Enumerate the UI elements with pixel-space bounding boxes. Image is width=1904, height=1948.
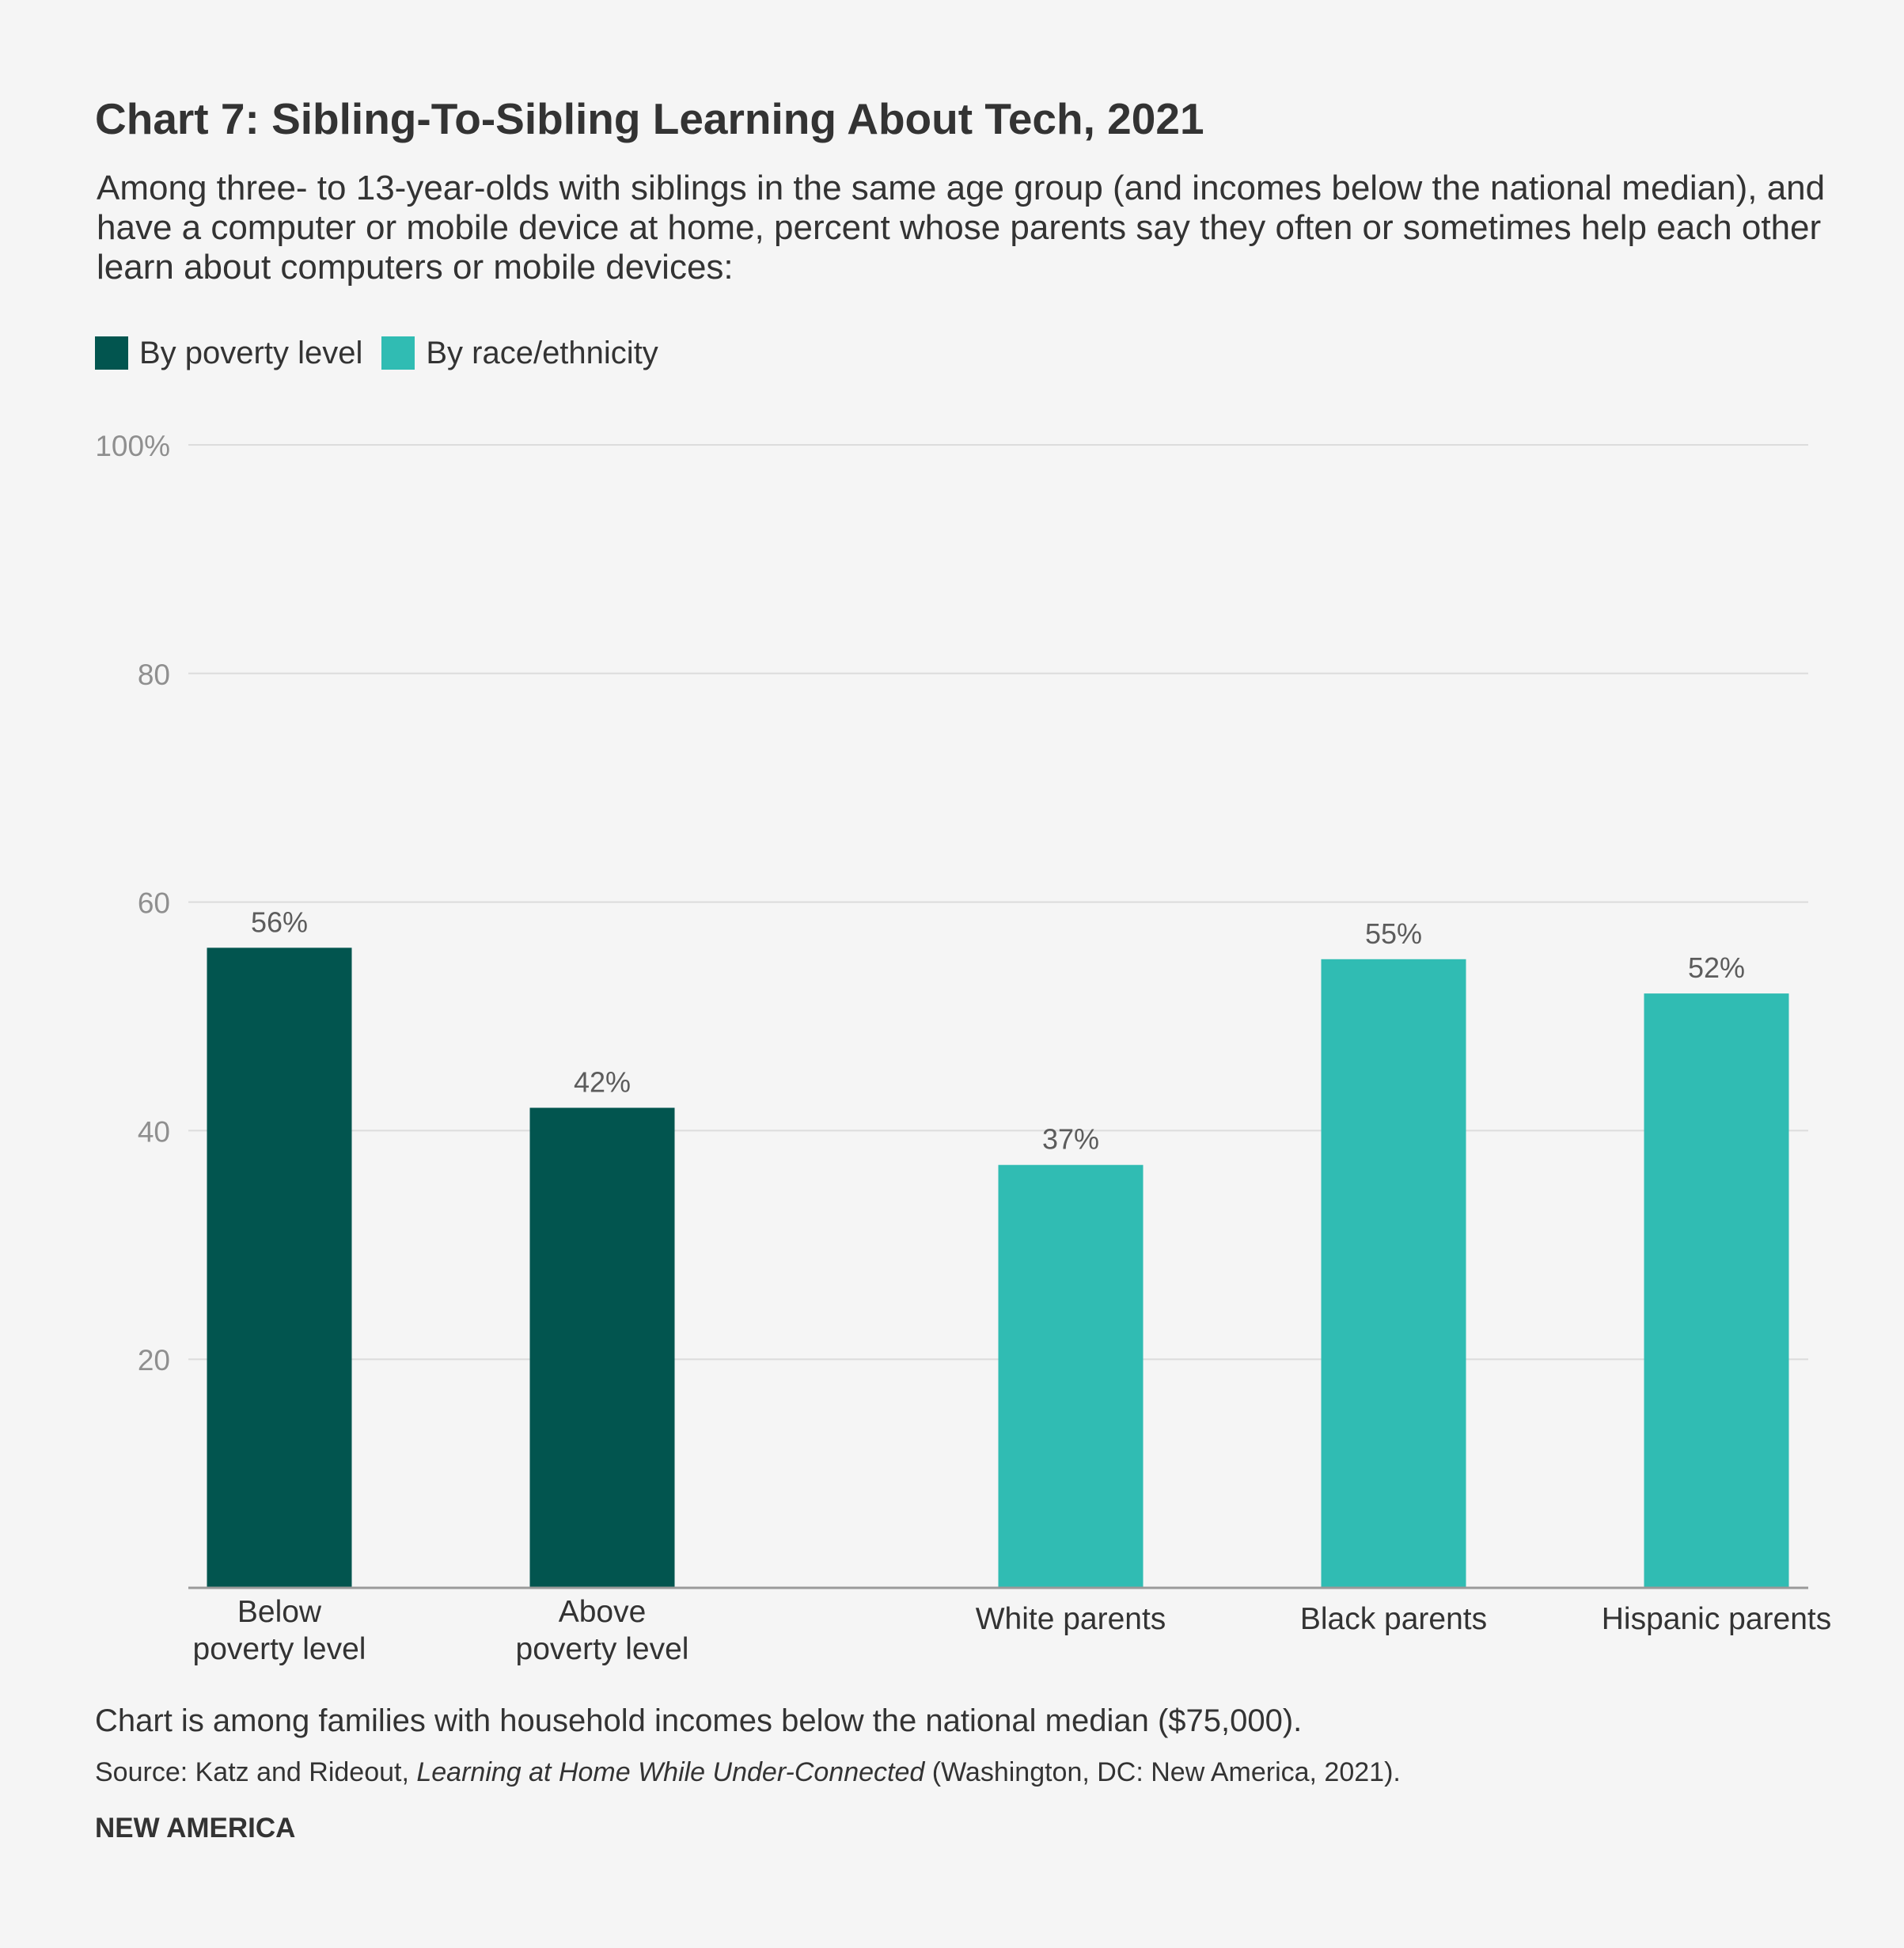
legend-item-poverty: By poverty level xyxy=(95,336,362,371)
bar xyxy=(1321,959,1466,1588)
bar xyxy=(1644,993,1789,1588)
y-tick-label: 80 xyxy=(138,659,170,691)
x-tick-label: Above xyxy=(559,1595,647,1629)
source-prefix: Source: Katz and Rideout, xyxy=(95,1757,417,1787)
x-tick-label: Black parents xyxy=(1300,1602,1487,1636)
legend: By poverty level By race/ethnicity xyxy=(95,332,677,374)
legend-swatch-poverty xyxy=(95,336,128,370)
y-tick-label: 60 xyxy=(138,887,170,920)
data-label: 42% xyxy=(574,1066,631,1099)
y-tick-label: 20 xyxy=(138,1344,170,1377)
x-tick-label: White parents xyxy=(976,1602,1166,1636)
data-label: 37% xyxy=(1042,1123,1099,1156)
data-label: 56% xyxy=(251,906,308,938)
chart-subtitle: Among three- to 13-year-olds with siblin… xyxy=(97,169,1826,287)
x-tick-label: poverty level xyxy=(193,1632,366,1666)
data-label: 55% xyxy=(1365,917,1422,950)
bar xyxy=(207,947,352,1588)
brand-logo-text: NEW AMERICA xyxy=(95,1813,296,1844)
chart-note: Chart is among families with household i… xyxy=(95,1703,1303,1738)
source-title: Learning at Home While Under-Connected xyxy=(416,1757,925,1787)
legend-label-poverty: By poverty level xyxy=(139,335,363,370)
data-label: 52% xyxy=(1688,951,1745,984)
x-tick-label: Below xyxy=(237,1595,322,1629)
x-tick-label: poverty level xyxy=(516,1632,689,1666)
x-tick-label: Hispanic parents xyxy=(1602,1602,1831,1636)
source-suffix: (Washington, DC: New America, 2021). xyxy=(924,1757,1401,1787)
bar xyxy=(998,1164,1144,1588)
chart-title: Chart 7: Sibling-To-Sibling Learning Abo… xyxy=(95,94,1204,143)
y-tick-label: 100% xyxy=(95,430,170,462)
legend-label-race: By race/ethnicity xyxy=(426,335,658,370)
bar xyxy=(529,1107,675,1588)
chart-source: Source: Katz and Rideout, Learning at Ho… xyxy=(95,1757,1401,1788)
legend-item-race: By race/ethnicity xyxy=(381,336,658,371)
legend-swatch-race xyxy=(381,336,415,370)
y-tick-label: 40 xyxy=(138,1115,170,1148)
